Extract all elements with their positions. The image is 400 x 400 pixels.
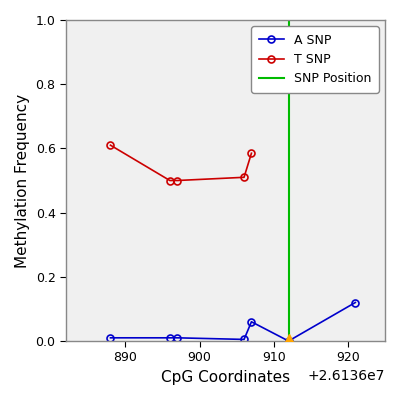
A SNP [168,336,172,340]
A SNP [242,337,246,342]
T SNP [242,175,246,180]
A SNP [286,339,291,344]
Y-axis label: Methylation Frequency: Methylation Frequency [15,94,30,268]
Line: A SNP: A SNP [107,299,359,344]
Line: T SNP: T SNP [107,142,255,184]
T SNP [249,151,254,156]
A SNP [249,319,254,324]
A SNP [175,336,180,340]
A SNP [108,336,113,340]
Legend: A SNP, T SNP, SNP Position: A SNP, T SNP, SNP Position [251,26,379,93]
T SNP [108,143,113,148]
X-axis label: CpG Coordinates: CpG Coordinates [161,370,290,385]
T SNP [175,178,180,183]
A SNP [353,300,358,305]
T SNP [168,178,172,183]
